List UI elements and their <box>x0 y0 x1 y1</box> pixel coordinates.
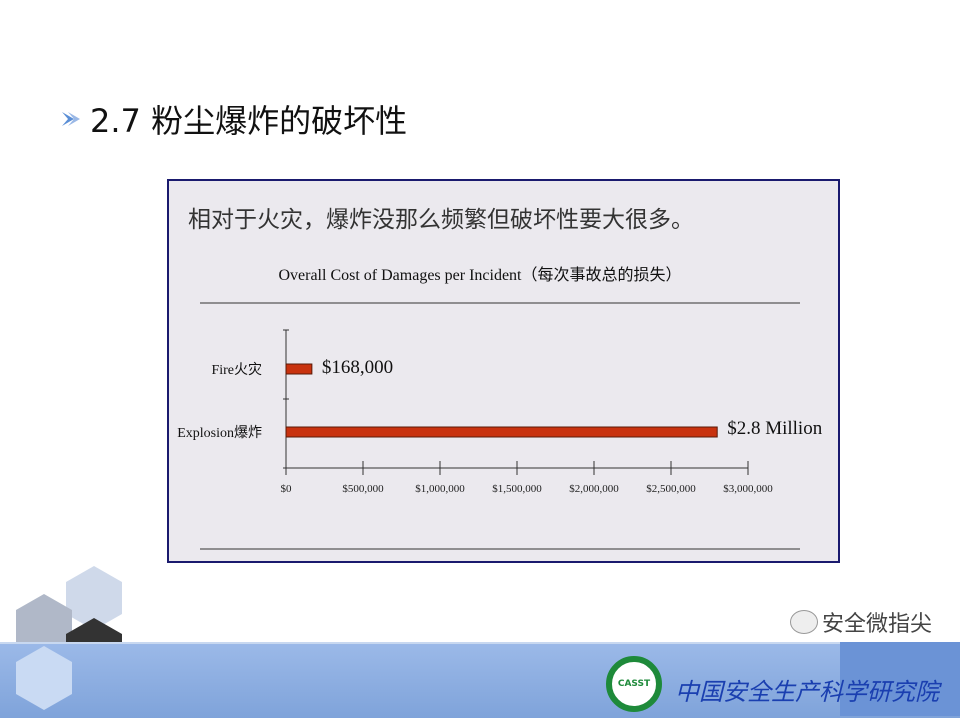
x-tick-label: $500,000 <box>342 483 384 495</box>
bar-1 <box>285 426 718 438</box>
x-tick-label: $2,000,000 <box>569 483 619 495</box>
data-label: $2.8 Million <box>727 418 823 439</box>
slide-subtitle: 相对于火灾，爆炸没那么频繁但破坏性要大很多。 <box>188 207 694 233</box>
wechat-icon <box>790 610 818 634</box>
category-label: Explosion爆炸 <box>177 425 262 441</box>
org-name: 中国安全生产科学研究院 <box>675 678 939 706</box>
x-tick-label: $3,000,000 <box>723 483 773 495</box>
footer-accent <box>840 642 960 716</box>
decor-hex <box>16 646 72 710</box>
x-tick-label: $1,000,000 <box>415 483 465 495</box>
x-tick-label: $0 <box>281 483 293 495</box>
slide-title-text: 2.7 粉尘爆炸的破坏性 <box>90 102 408 140</box>
footer-band <box>0 642 960 718</box>
x-tick-label: $1,500,000 <box>492 483 542 495</box>
bar-0 <box>285 363 313 375</box>
watermark: 安全微指尖 <box>790 606 932 638</box>
casst-logo: CASST <box>606 656 662 712</box>
x-tick-label: $2,500,000 <box>646 483 696 495</box>
chart-title: Overall Cost of Damages per Incident（每次事… <box>278 267 682 284</box>
data-label: $168,000 <box>322 357 393 378</box>
chevron-bullet-icon <box>62 112 80 126</box>
category-label: Fire火灾 <box>211 361 262 378</box>
chart-frame <box>167 179 840 563</box>
slide-title: 2.7 粉尘爆炸的破坏性 <box>60 96 407 142</box>
